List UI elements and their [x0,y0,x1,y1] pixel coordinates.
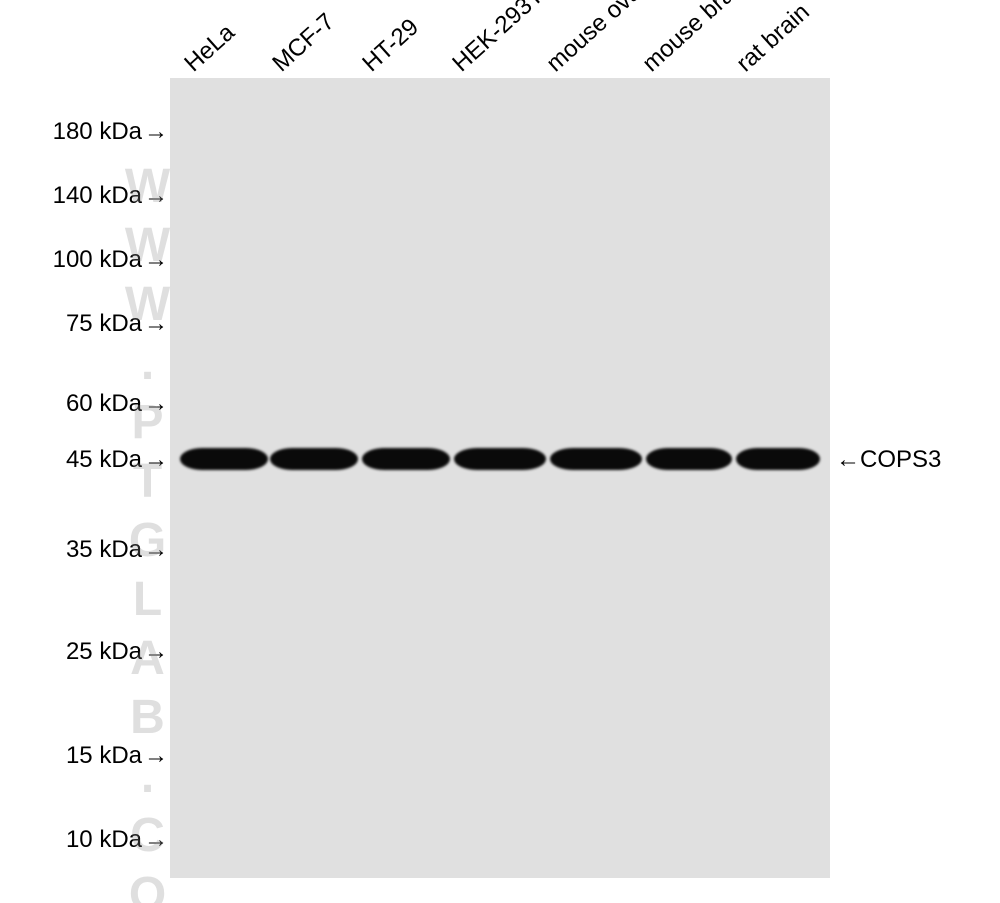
arrow-right-icon: → [144,826,168,853]
arrow-right-icon: → [144,742,168,769]
mw-marker-4: 60 kDa→ [0,390,168,418]
mw-marker-1: 140 kDa→ [0,182,168,210]
lane-label-3: HEK-293T [447,0,549,78]
band-lane-0 [180,448,268,470]
mw-marker-6: 35 kDa→ [0,536,168,564]
mw-marker-text: 75 kDa [66,310,142,337]
mw-marker-text: 15 kDa [66,742,142,769]
arrow-right-icon: → [144,246,168,273]
mw-marker-text: 45 kDa [66,446,142,473]
mw-marker-text: 60 kDa [66,390,142,417]
mw-marker-8: 15 kDa→ [0,742,168,770]
band-lane-2 [362,448,450,470]
lane-label-5: mouse brain [637,0,754,78]
arrow-right-icon: → [144,390,168,417]
arrow-right-icon: → [144,536,168,563]
arrow-right-icon: → [144,446,168,473]
lane-label-1: MCF-7 [267,8,340,78]
western-blot-figure: HeLa MCF-7 HT-29 HEK-293Tmouse ovarymouse b… [0,0,1000,903]
arrow-right-icon: → [144,182,168,209]
mw-marker-text: 25 kDa [66,638,142,665]
band-lane-4 [550,448,642,470]
mw-marker-3: 75 kDa→ [0,310,168,338]
mw-marker-text: 35 kDa [66,536,142,563]
band-row [170,448,830,478]
arrow-right-icon: → [144,310,168,337]
mw-marker-0: 180 kDa→ [0,118,168,146]
mw-marker-text: 140 kDa [53,182,142,209]
mw-marker-9: 10 kDa→ [0,826,168,854]
lane-label-0: HeLa [179,19,240,78]
band-lane-1 [270,448,358,470]
target-protein-label: ←COPS3 [836,446,941,474]
mw-marker-text: 10 kDa [66,826,142,853]
arrow-left-icon: ← [836,446,860,473]
target-name: COPS3 [860,446,941,473]
mw-marker-7: 25 kDa→ [0,638,168,666]
arrow-right-icon: → [144,638,168,665]
blot-membrane [170,78,830,878]
lane-label-4: mouse ovary [541,0,662,78]
mw-marker-5: 45 kDa→ [0,446,168,474]
arrow-right-icon: → [144,118,168,145]
band-lane-3 [454,448,546,470]
band-lane-5 [646,448,732,470]
mw-marker-text: 100 kDa [53,246,142,273]
lane-label-2: HT-29 [357,13,424,78]
mw-marker-text: 180 kDa [53,118,142,145]
mw-marker-2: 100 kDa→ [0,246,168,274]
lane-label-6: rat brain [731,0,815,78]
band-lane-6 [736,448,820,470]
